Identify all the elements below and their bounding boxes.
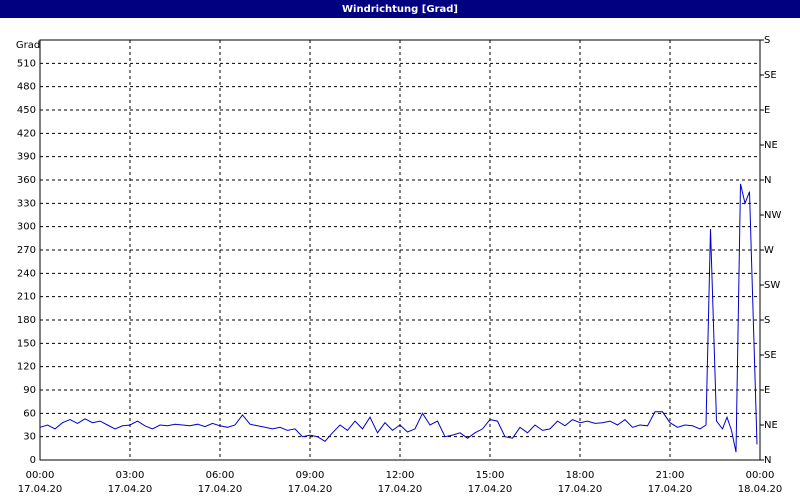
- y-tick-label: 120: [17, 362, 36, 373]
- x-tick-date: 18.04.20: [738, 484, 783, 495]
- y2-tick-label: E: [764, 385, 770, 396]
- y-tick-label: 210: [17, 292, 36, 303]
- y2-tick-label: NW: [764, 210, 781, 221]
- y2-tick-label: SW: [764, 280, 780, 291]
- x-tick-label: 09:00: [296, 470, 325, 481]
- x-tick-label: 15:00: [476, 470, 505, 481]
- y-tick-label: 60: [23, 408, 36, 419]
- chart-title: Windrichtung [Grad]: [342, 4, 458, 15]
- y-tick-label: 450: [17, 105, 36, 116]
- x-tick-date: 17.04.20: [468, 484, 513, 495]
- y-tick-label: 360: [17, 175, 36, 186]
- y-tick-label: 390: [17, 152, 36, 163]
- y-tick-label: 150: [17, 338, 36, 349]
- y-tick-label: 180: [17, 315, 36, 326]
- y2-tick-label: NE: [764, 140, 778, 151]
- x-tick-label: 21:00: [656, 470, 685, 481]
- y-tick-label: 480: [17, 82, 36, 93]
- x-tick-label: 03:00: [116, 470, 145, 481]
- y-axis-label: Grad: [16, 40, 40, 51]
- y-tick-label: 510: [17, 58, 36, 69]
- x-tick-date: 17.04.20: [288, 484, 333, 495]
- y-tick-label: 330: [17, 198, 36, 209]
- x-tick-date: 17.04.20: [18, 484, 63, 495]
- x-tick-date: 17.04.20: [108, 484, 153, 495]
- x-tick-label: 00:00: [746, 470, 775, 481]
- y2-tick-label: W: [764, 245, 774, 256]
- y-tick-label: 30: [23, 432, 36, 443]
- y2-tick-label: NE: [764, 420, 778, 431]
- y2-tick-label: S: [764, 35, 770, 46]
- y-tick-label: 240: [17, 268, 36, 279]
- x-tick-label: 12:00: [386, 470, 415, 481]
- y-tick-label: 420: [17, 128, 36, 139]
- y-tick-label: 300: [17, 222, 36, 233]
- x-tick-date: 17.04.20: [558, 484, 603, 495]
- y2-tick-label: SE: [764, 350, 777, 361]
- y2-tick-label: S: [764, 315, 770, 326]
- y2-tick-label: N: [764, 175, 771, 186]
- y2-tick-label: E: [764, 105, 770, 116]
- y-tick-label: 90: [23, 385, 36, 396]
- x-tick-date: 17.04.20: [648, 484, 693, 495]
- x-tick-label: 00:00: [26, 470, 55, 481]
- x-tick-date: 17.04.20: [378, 484, 423, 495]
- y-tick-label: 0: [30, 455, 36, 466]
- y-tick-label: 270: [17, 245, 36, 256]
- y2-tick-label: SE: [764, 70, 777, 81]
- data-line: [39, 183, 758, 453]
- x-tick-date: 17.04.20: [198, 484, 243, 495]
- title-bar: [0, 0, 800, 18]
- x-tick-label: 18:00: [566, 470, 595, 481]
- y2-tick-label: N: [764, 455, 771, 466]
- x-tick-label: 06:00: [206, 470, 235, 481]
